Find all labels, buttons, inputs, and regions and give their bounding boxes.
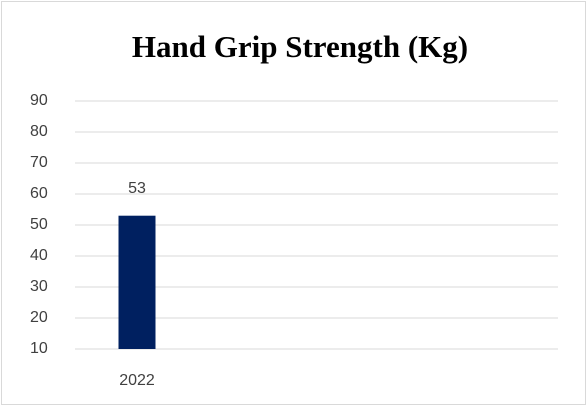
y-tick-label: 20: [30, 309, 48, 326]
chart-title: Hand Grip Strength (Kg): [132, 29, 468, 64]
y-tick-label: 30: [30, 278, 48, 295]
y-tick-label: 70: [30, 154, 48, 171]
data-label: 53: [128, 180, 146, 197]
y-tick-label: 80: [30, 123, 48, 140]
y-tick-label: 90: [30, 92, 48, 109]
bar: [118, 215, 156, 349]
y-tick-label: 40: [30, 247, 48, 264]
y-tick-label: 10: [30, 340, 48, 357]
y-tick-label: 50: [30, 216, 48, 233]
y-tick-label: 60: [30, 185, 48, 202]
x-tick-label: 2022: [119, 372, 155, 389]
